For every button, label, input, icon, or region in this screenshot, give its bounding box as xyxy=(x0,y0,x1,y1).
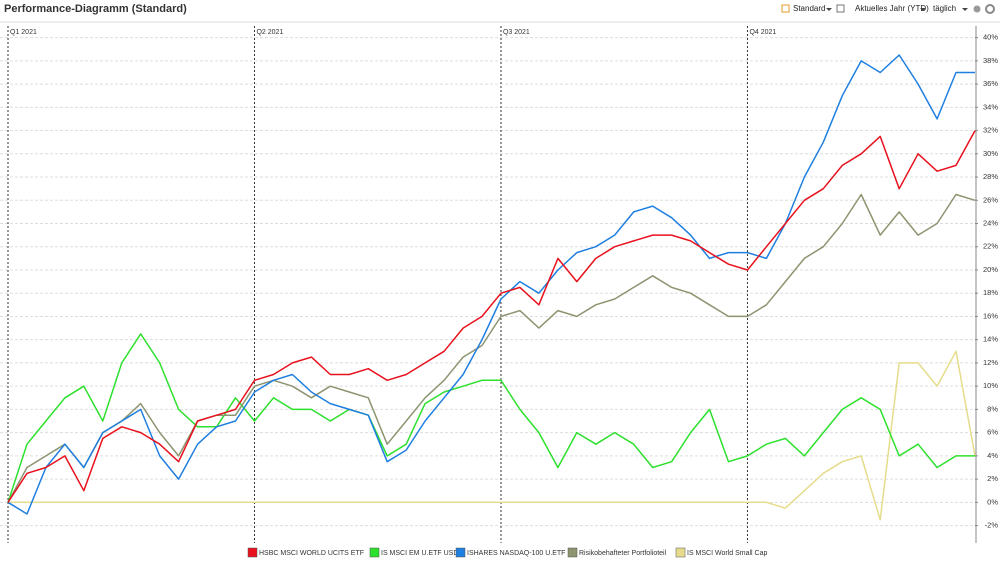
y-tick-label: 28% xyxy=(983,172,998,181)
x-tick-label: Q1 2021 xyxy=(10,29,37,36)
page-title: Performance-Diagramm (Standard) xyxy=(4,3,187,15)
y-tick-label: 30% xyxy=(983,149,998,158)
y-tick-label: 18% xyxy=(983,288,998,297)
dropdown[interactable]: täglich xyxy=(933,4,956,13)
legend-swatch xyxy=(567,547,578,558)
legend-swatch xyxy=(455,547,466,558)
series-line xyxy=(7,130,976,503)
y-tick-label: 0% xyxy=(987,497,998,506)
y-tick-label: 40% xyxy=(983,33,998,42)
icon xyxy=(781,4,790,13)
series-line xyxy=(8,350,976,521)
dropdown[interactable]: Standard xyxy=(793,4,825,13)
series-line xyxy=(7,333,975,503)
y-tick-label: 20% xyxy=(983,265,998,274)
y-tick-label: 36% xyxy=(983,79,998,88)
settings-icon[interactable] xyxy=(985,4,995,14)
y-tick-label: 24% xyxy=(983,218,998,227)
y-tick-label: 12% xyxy=(983,358,998,367)
legend-label: IS MSCI EM U.ETF USD D xyxy=(381,550,465,557)
export-icon[interactable] xyxy=(973,5,981,13)
legend-label: Risikobehafteter Portfolioteil xyxy=(579,550,667,557)
legend-label: HSBC MSCI WORLD UCITS ETF xyxy=(259,550,364,557)
legend-swatch xyxy=(369,547,380,558)
y-tick-label: 22% xyxy=(983,242,998,251)
y-tick-label: 14% xyxy=(983,335,998,344)
y-tick-label: 8% xyxy=(987,404,998,413)
caret xyxy=(920,8,926,11)
x-tick-label: Q4 2021 xyxy=(749,29,776,36)
y-tick-label: 10% xyxy=(983,381,998,390)
x-tick-label: Q3 2021 xyxy=(503,29,530,36)
y-tick-label: -2% xyxy=(985,521,999,530)
series-line xyxy=(7,54,975,515)
legend-swatch xyxy=(675,547,686,558)
legend-swatch xyxy=(247,547,258,558)
y-tick-label: 2% xyxy=(987,474,998,483)
caret xyxy=(826,8,832,11)
y-tick-label: 16% xyxy=(983,311,998,320)
caret xyxy=(962,8,968,11)
y-tick-label: 32% xyxy=(983,126,998,135)
y-tick-label: 4% xyxy=(987,451,998,460)
icon xyxy=(836,4,845,13)
dropdown[interactable]: Aktuelles Jahr (YTD) xyxy=(855,4,929,13)
x-tick-label: Q2 2021 xyxy=(256,29,283,36)
legend-label: ISHARES NASDAQ-100 U.ETF xyxy=(467,550,565,557)
y-tick-label: 26% xyxy=(983,195,998,204)
legend-label: IS MSCI World Small Cap xyxy=(687,550,767,557)
y-tick-label: 38% xyxy=(983,56,998,65)
series-line xyxy=(7,193,976,503)
legend: HSBC MSCI WORLD UCITS ETF IS MSCI EM U.ET… xyxy=(247,547,767,558)
y-tick-label: 34% xyxy=(983,102,998,111)
y-tick-label: 6% xyxy=(987,428,998,437)
